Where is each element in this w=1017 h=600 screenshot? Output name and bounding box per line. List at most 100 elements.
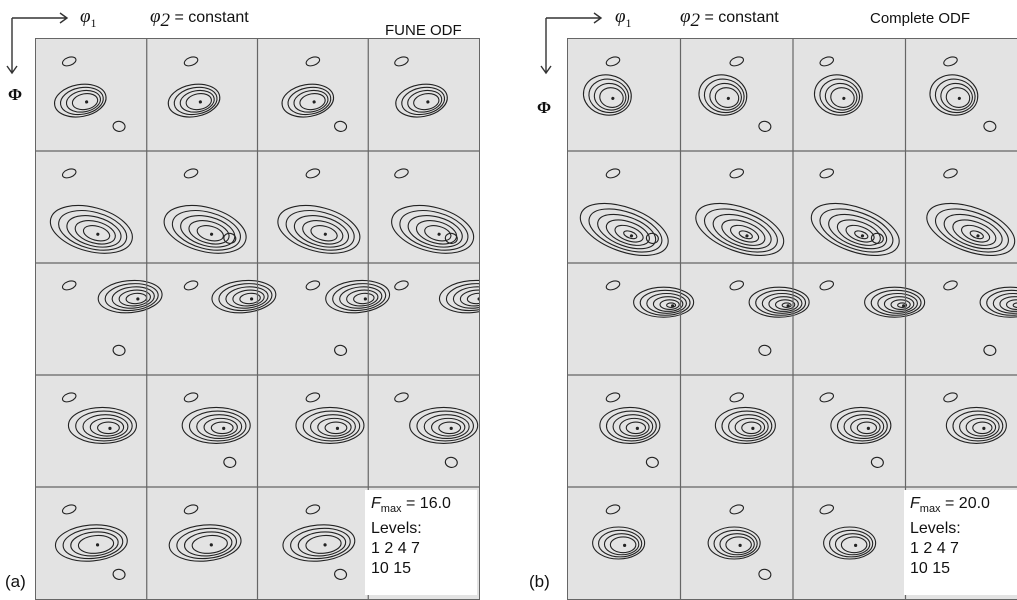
contour-line — [819, 56, 835, 67]
contour-set — [864, 286, 926, 318]
contour-set — [438, 279, 479, 314]
contour-set — [211, 279, 277, 314]
contour-line — [943, 56, 958, 67]
contour-set — [810, 202, 900, 256]
contour-line — [819, 168, 835, 179]
contour-set — [181, 406, 251, 444]
levels-line1: 1 2 4 7 — [910, 540, 959, 558]
contour-line — [394, 168, 409, 179]
contour-set — [979, 286, 1017, 318]
contour-line — [183, 280, 199, 291]
contour-set — [167, 83, 221, 118]
panel-title: FUNE ODF — [385, 22, 462, 39]
contour-line — [112, 568, 126, 580]
contour-line — [870, 456, 884, 468]
contour-set — [281, 83, 335, 118]
contour-line — [61, 392, 77, 403]
levels-line1: 1 2 4 7 — [371, 540, 420, 558]
contour-line — [305, 56, 321, 67]
contour-line — [819, 504, 835, 515]
contour-line — [943, 168, 958, 179]
levels-line2: 10 15 — [371, 560, 412, 578]
contour-line — [943, 392, 958, 403]
phi1-label: φ1 — [615, 6, 632, 30]
contour-set — [599, 406, 661, 444]
contour-line — [112, 344, 126, 356]
contour-line — [444, 456, 458, 468]
contour-line — [334, 568, 348, 580]
contour-line — [183, 392, 199, 403]
contour-line — [223, 456, 237, 468]
contour-line — [61, 168, 77, 179]
contour-line — [645, 456, 659, 468]
contour-set — [168, 524, 242, 562]
contour-set — [409, 406, 479, 444]
contour-line — [729, 392, 745, 403]
contour-line — [183, 504, 199, 515]
contour-set — [714, 406, 776, 444]
contour-set — [282, 524, 356, 562]
Phi-label: Φ — [8, 85, 23, 104]
levels-label: Levels: — [910, 520, 961, 538]
contour-set — [67, 406, 137, 444]
contour-set — [926, 202, 1016, 256]
fmax-label: Fmax = 16.0 — [371, 495, 451, 516]
contour-line — [394, 280, 409, 291]
phi1-label: φ1 — [80, 6, 97, 30]
contour-line — [870, 232, 884, 244]
contour-line — [394, 56, 409, 67]
contour-line — [183, 56, 199, 67]
contour-line — [758, 568, 772, 580]
panel-tag: (b) — [529, 572, 550, 591]
contour-set — [97, 279, 163, 314]
axes-arrow-icon — [6, 12, 69, 75]
contour-set — [592, 526, 646, 560]
contour-set — [748, 286, 810, 318]
levels-line2: 10 15 — [910, 560, 951, 578]
contour-line — [61, 56, 77, 67]
contour-set — [325, 279, 391, 314]
contour-plot — [36, 39, 479, 599]
contour-line — [394, 392, 409, 403]
contour-set — [582, 74, 632, 116]
contour-set — [830, 406, 892, 444]
contour-line — [112, 120, 126, 132]
contour-set — [295, 406, 365, 444]
contour-line — [61, 504, 77, 515]
contour-line — [983, 120, 997, 132]
contour-line — [61, 280, 77, 291]
contour-set — [277, 204, 361, 254]
contour-set — [54, 524, 128, 562]
contour-line — [605, 392, 621, 403]
contour-plot — [568, 39, 1017, 599]
panel-title: Complete ODF — [870, 10, 971, 27]
contour-line — [729, 504, 745, 515]
contour-set — [945, 406, 1007, 444]
contour-set — [633, 286, 695, 318]
contour-line — [819, 280, 835, 291]
panel-b: φ1 φ2 = constant Φ Complete ODF Fmax = 2… — [527, 0, 1017, 600]
contour-line — [819, 392, 835, 403]
contour-line — [645, 232, 659, 244]
contour-set — [53, 83, 107, 118]
contour-set — [395, 83, 448, 118]
contour-line — [305, 392, 321, 403]
contour-line — [305, 280, 321, 291]
contour-set — [698, 74, 748, 116]
contour-line — [758, 120, 772, 132]
fmax-label: Fmax = 20.0 — [910, 495, 990, 516]
contour-line — [943, 280, 958, 291]
contour-set — [695, 202, 785, 256]
contour-line — [334, 344, 348, 356]
contour-set — [579, 202, 669, 256]
contour-line — [444, 232, 458, 244]
contour-line — [305, 504, 321, 515]
contour-set — [163, 204, 247, 254]
contour-line — [183, 168, 199, 179]
contour-line — [223, 232, 237, 244]
Phi-label: Φ — [537, 98, 552, 117]
panel-tag: (a) — [5, 572, 26, 591]
phi2-label: φ2 = constant — [680, 6, 779, 32]
contour-line — [983, 344, 997, 356]
axes-arrow-icon — [540, 12, 603, 75]
